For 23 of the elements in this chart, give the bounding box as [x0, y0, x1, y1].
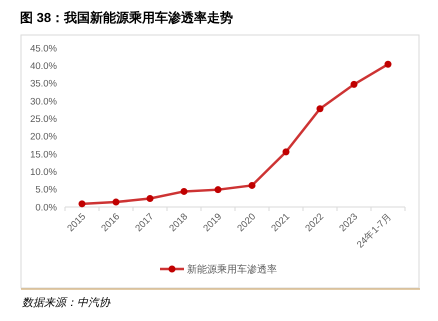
point	[78, 200, 86, 208]
point	[146, 195, 154, 202]
source-note: 数据来源：中汽协	[22, 296, 111, 309]
point	[384, 60, 392, 68]
y-tick-label: 20.0%	[30, 132, 58, 143]
point	[112, 198, 120, 206]
point	[316, 105, 324, 112]
point	[350, 80, 358, 88]
point	[214, 186, 222, 194]
point	[248, 182, 256, 189]
y-tick-label: 35.0%	[30, 78, 58, 90]
y-tick-label: 10.0%	[30, 166, 58, 178]
y-tick-label: 25.0%	[30, 114, 58, 125]
y-tick-label: 30.0%	[30, 96, 58, 108]
point	[180, 188, 188, 195]
y-tick-label: 45.0%	[30, 43, 58, 54]
point	[282, 148, 290, 156]
y-tick-label: 15.0%	[30, 149, 58, 160]
chart-title: 图 38：我国新能源乘用车渗透率走势	[20, 10, 234, 25]
y-tick-label: 0.0%	[35, 202, 58, 214]
legend-label: 新能源乘用车渗透率	[187, 264, 277, 276]
y-tick-label: 5.0%	[35, 184, 58, 196]
y-tick-label: 40.0%	[30, 60, 58, 72]
